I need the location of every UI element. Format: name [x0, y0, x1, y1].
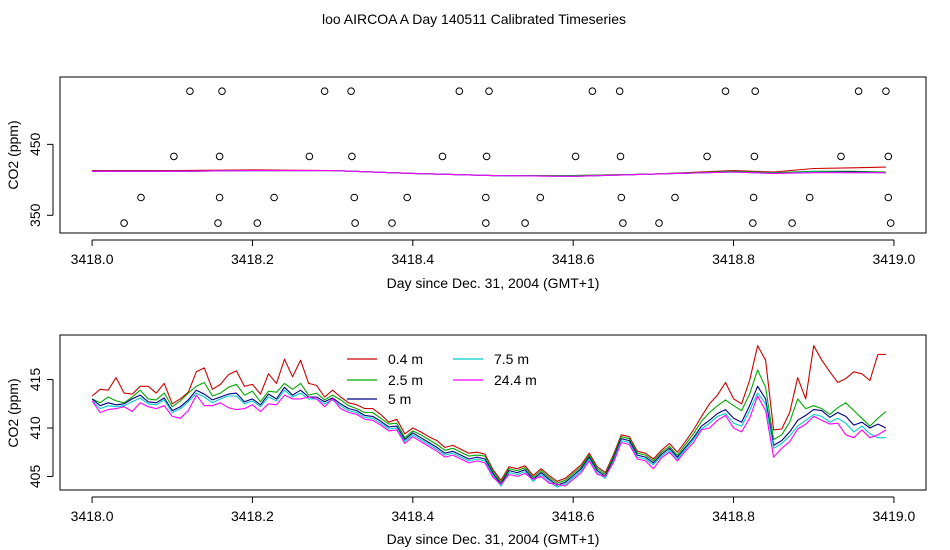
top-x-axis: 3418.0 3418.2 3418.4 3418.6 3418.8 3419.0 — [71, 239, 916, 267]
x-tick-label: 3418.0 — [71, 251, 114, 267]
data-point — [615, 87, 624, 95]
data-point — [619, 219, 627, 227]
data-point — [751, 87, 760, 95]
data-point — [749, 219, 757, 227]
legend-label: 24.4 m — [494, 372, 537, 388]
data-point — [351, 219, 359, 227]
data-point — [438, 152, 447, 161]
data-point — [120, 219, 128, 227]
x-tick-label: 3419.0 — [873, 251, 916, 267]
bottom-y-axis-label: CO2 (ppm) — [5, 378, 21, 447]
top-series-lines — [92, 166, 886, 177]
y-tick-label: 415 — [27, 368, 43, 392]
legend-label: 0.4 m — [388, 351, 423, 367]
data-point — [482, 219, 490, 227]
series-line — [91, 394, 887, 487]
bottom-x-axis-label: Day since Dec. 31, 2004 (GMT+1) — [387, 531, 600, 547]
series-line — [91, 345, 886, 482]
x-tick-label: 3419.0 — [873, 508, 916, 524]
data-point — [320, 87, 329, 95]
data-point — [455, 87, 464, 95]
data-point — [137, 193, 145, 202]
data-point — [521, 219, 529, 227]
data-point — [218, 87, 226, 95]
x-tick-label: 3418.8 — [712, 251, 755, 267]
data-point — [616, 152, 625, 161]
data-point — [854, 87, 863, 95]
data-point — [536, 193, 545, 202]
y-tick-label: 410 — [27, 416, 43, 440]
y-tick-label: 350 — [27, 203, 43, 227]
data-point — [482, 152, 491, 161]
series-line — [92, 170, 886, 177]
data-point — [270, 193, 278, 202]
data-point — [347, 87, 355, 95]
bottom-panel: 3418.0 3418.2 3418.4 3418.6 3418.8 3419.0 405… — [5, 334, 927, 547]
data-point — [388, 219, 396, 227]
top-point-markers — [120, 87, 895, 227]
data-point — [571, 152, 580, 161]
data-point — [617, 193, 626, 202]
series-line — [91, 385, 887, 486]
figure-title: loo AIRCOA A Day 140511 Calibrated Times… — [322, 11, 626, 27]
data-point — [403, 193, 412, 202]
top-panel: 3418.0 3418.2 3418.4 3418.6 3418.8 3419.0 350… — [5, 76, 927, 291]
x-tick-label: 3418.2 — [231, 508, 274, 524]
data-point — [788, 219, 796, 227]
data-point — [671, 193, 679, 202]
bottom-plot-frame — [59, 334, 927, 491]
data-point — [305, 152, 314, 161]
data-point — [588, 87, 597, 95]
data-point — [750, 152, 759, 161]
bottom-y-axis: 405 410 415 — [27, 368, 54, 489]
bottom-x-axis: 3418.0 3418.2 3418.4 3418.6 3418.8 3419.0 — [71, 496, 916, 524]
x-tick-label: 3418.8 — [712, 508, 755, 524]
legend-label: 2.5 m — [388, 372, 423, 388]
series-line — [91, 389, 886, 488]
x-tick-label: 3418.4 — [391, 508, 434, 524]
top-x-axis-label: Day since Dec. 31, 2004 (GMT+1) — [387, 275, 600, 291]
data-point — [348, 152, 356, 161]
data-point — [805, 193, 814, 202]
top-plot-frame — [59, 76, 927, 234]
bottom-series-lines — [91, 345, 887, 488]
x-tick-label: 3418.4 — [391, 251, 434, 267]
data-point — [749, 193, 758, 202]
data-point — [482, 193, 490, 202]
data-point — [215, 193, 224, 202]
x-tick-label: 3418.6 — [552, 508, 595, 524]
x-tick-label: 3418.6 — [552, 251, 595, 267]
top-y-axis: 350 450 — [27, 132, 54, 227]
data-point — [485, 87, 493, 95]
data-point — [837, 152, 845, 161]
legend: 0.4 m 2.5 m 5 m 7.5 m 24.4 m — [347, 351, 537, 407]
series-line — [91, 369, 887, 484]
data-point — [350, 193, 359, 202]
data-point — [253, 219, 262, 227]
data-point — [186, 87, 194, 95]
data-point — [214, 219, 222, 227]
data-point — [655, 219, 663, 227]
data-point — [886, 219, 895, 227]
top-y-axis-label: CO2 (ppm) — [5, 120, 21, 189]
data-point — [170, 152, 178, 161]
legend-label: 5 m — [388, 391, 411, 407]
x-tick-label: 3418.2 — [231, 251, 274, 267]
x-tick-label: 3418.0 — [71, 508, 114, 524]
data-point — [215, 152, 224, 161]
data-point — [703, 152, 711, 161]
y-tick-label: 405 — [27, 465, 43, 489]
y-tick-label: 450 — [27, 132, 43, 156]
data-point — [884, 193, 893, 202]
legend-label: 7.5 m — [494, 351, 529, 367]
data-point — [884, 152, 893, 161]
data-point — [721, 87, 730, 95]
data-point — [882, 87, 890, 95]
